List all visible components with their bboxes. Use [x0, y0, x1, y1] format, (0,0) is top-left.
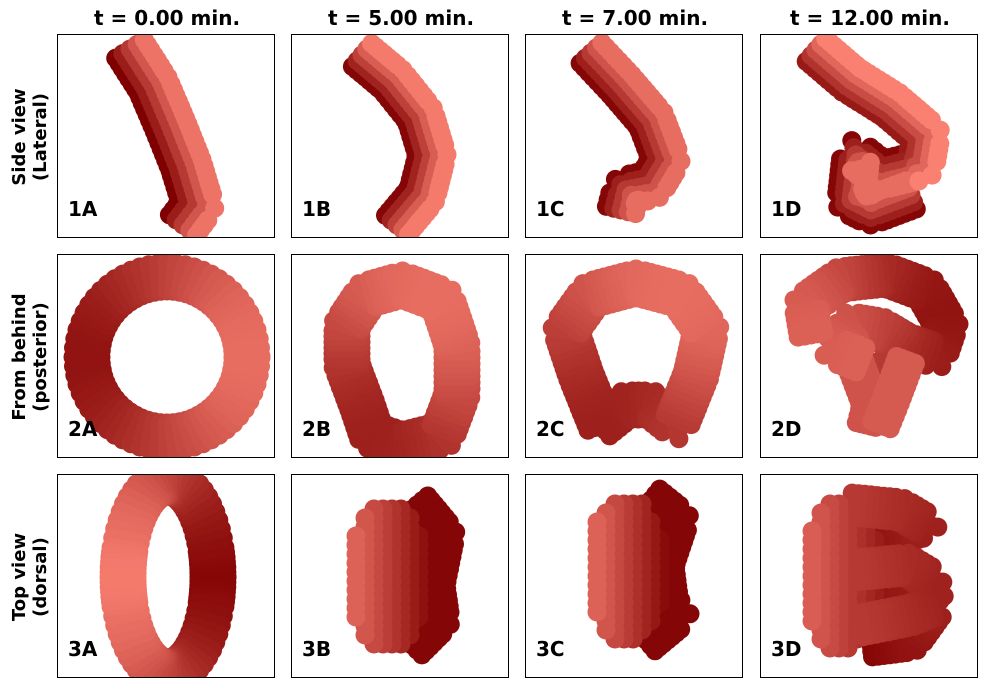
bead [626, 204, 646, 224]
bead [896, 171, 916, 191]
shape-3c [587, 479, 700, 661]
panel-1a: 1A [57, 34, 275, 238]
shape-2d [784, 255, 969, 439]
bead [930, 120, 950, 140]
panel-label-3c: 3C [536, 637, 565, 661]
panel-label-3b: 3B [302, 637, 332, 661]
row-label-from-behind-line2: (posterior) [30, 302, 51, 412]
shape-2c [542, 259, 730, 449]
column-title-t7: t = 7.00 min. [561, 6, 709, 30]
shape-2a [63, 255, 271, 457]
bead [853, 627, 873, 647]
panel-3d: 3D [760, 474, 978, 678]
row-label-side-view-line1: Side view [9, 88, 30, 186]
panel-label-2a: 2A [68, 417, 98, 441]
bead [814, 345, 834, 365]
bead [814, 323, 834, 343]
column-title-t12: t = 12.00 min. [790, 6, 950, 30]
row-label-side-view-line2: (Lateral) [30, 92, 51, 182]
shape-3b [346, 486, 466, 665]
panel-label-2c: 2C [536, 417, 565, 441]
column-title-t0: t = 0.00 min. [93, 6, 241, 30]
panel-1c: 1C [525, 34, 743, 238]
bead [596, 620, 616, 640]
panel-label-2d: 2D [771, 417, 802, 441]
bead [127, 567, 147, 587]
shape-3d [802, 483, 954, 667]
panel-label-2b: 2B [302, 417, 332, 441]
bead [421, 301, 441, 321]
column-title-t5: t = 5.00 min. [327, 6, 475, 30]
row-label-side-view: Side view (Lateral) [9, 27, 51, 247]
row-label-top-view-line2: (dorsal) [30, 537, 51, 617]
panel-label-3d: 3D [771, 637, 802, 661]
bead [847, 572, 867, 592]
bead [355, 625, 375, 645]
panel-label-1c: 1C [536, 197, 565, 221]
shape-3a [99, 475, 237, 677]
bead [223, 348, 243, 368]
shape-1d [796, 35, 950, 235]
bead [811, 629, 831, 649]
row-label-from-behind: From behind (posterior) [9, 247, 51, 467]
panel-3b: 3B [291, 474, 509, 678]
panel-label-1a: 1A [68, 197, 98, 221]
panel-2d: 2D [760, 254, 978, 458]
bead [909, 171, 929, 191]
row-label-top-view: Top view (dorsal) [9, 467, 51, 687]
panel-1d: 1D [760, 34, 978, 238]
bead [587, 602, 607, 622]
bead [862, 411, 882, 431]
panel-label-1b: 1B [302, 197, 332, 221]
row-label-from-behind-line1: From behind [9, 293, 30, 421]
panel-3a: 3A [57, 474, 275, 678]
bead [802, 611, 822, 631]
panel-2a: 2A [57, 254, 275, 458]
shape-2b [323, 261, 481, 457]
panel-label-3a: 3A [68, 637, 98, 661]
panel-label-1d: 1D [771, 197, 802, 221]
bead [399, 225, 418, 237]
shape-1c [570, 35, 691, 224]
panel-2b: 2B [291, 254, 509, 458]
panel-2c: 2C [525, 254, 743, 458]
row-label-top-view-line1: Top view [9, 532, 30, 622]
shape-1a [106, 35, 225, 237]
bead [846, 413, 866, 433]
panel-1b: 1B [291, 34, 509, 238]
bead [846, 362, 866, 382]
bead [662, 297, 682, 317]
bead [187, 225, 207, 237]
bead [346, 607, 366, 627]
panel-3c: 3C [525, 474, 743, 678]
shape-1b [342, 35, 457, 237]
